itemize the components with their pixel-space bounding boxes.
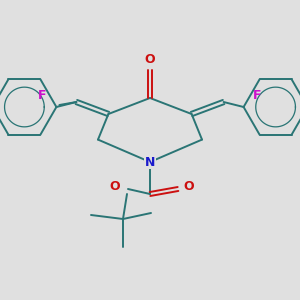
Text: O: O: [183, 181, 194, 194]
Text: N: N: [145, 155, 155, 169]
Text: F: F: [38, 89, 47, 102]
Text: F: F: [254, 89, 262, 102]
Text: O: O: [110, 179, 120, 193]
Text: O: O: [145, 53, 155, 66]
